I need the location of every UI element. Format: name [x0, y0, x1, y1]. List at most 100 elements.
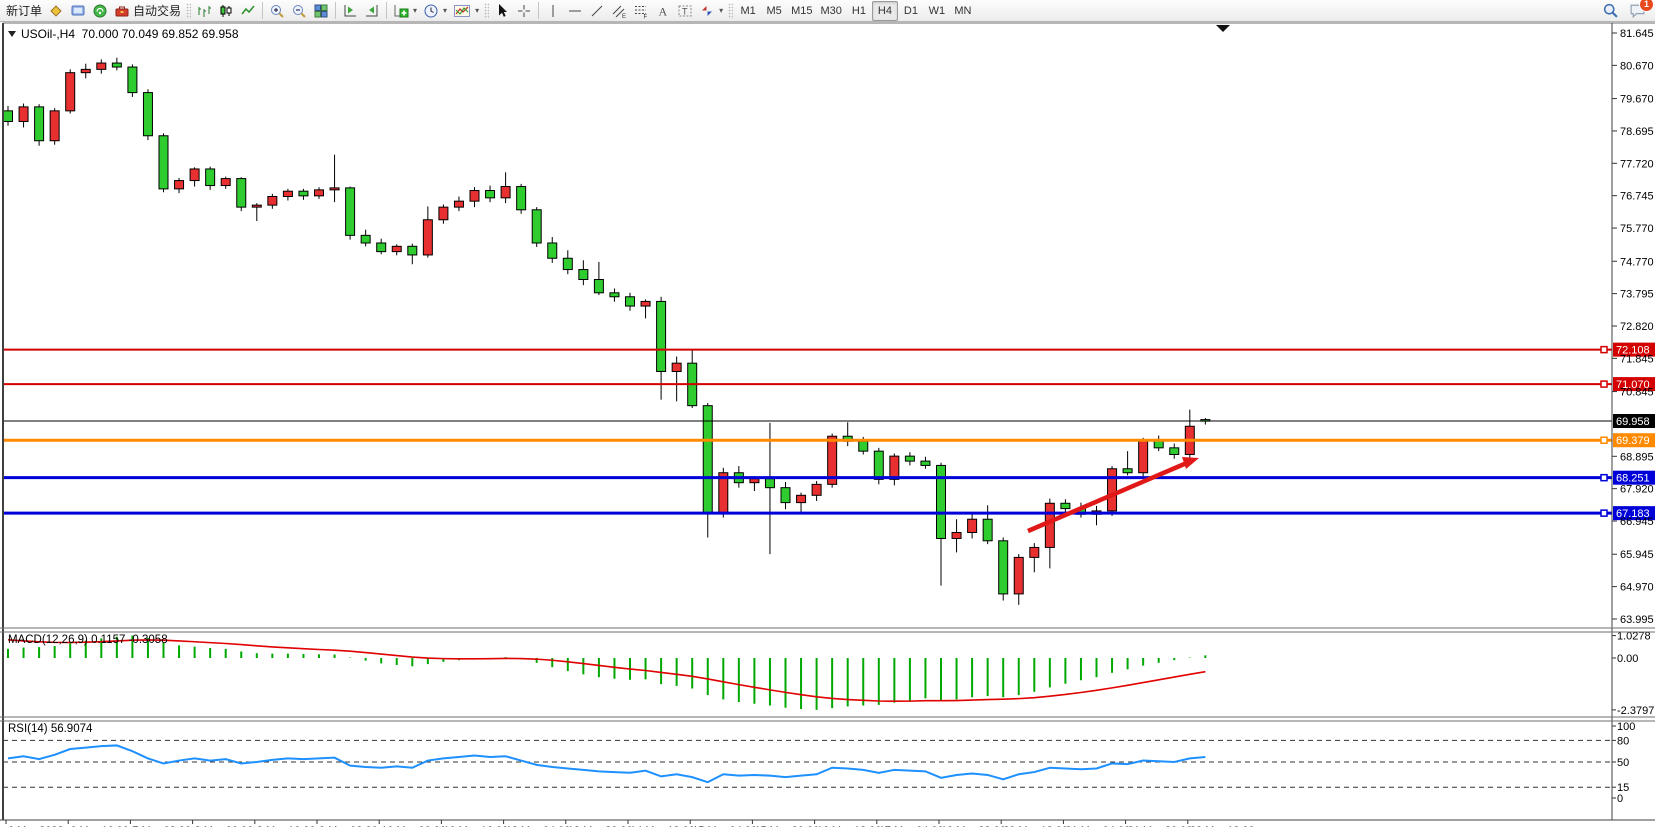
- line-endpoint-handle[interactable]: [1600, 380, 1608, 388]
- timeframe-m1[interactable]: M1: [735, 1, 761, 21]
- line-endpoint-handle[interactable]: [1600, 473, 1608, 482]
- candle-bull: [174, 180, 185, 190]
- svg-text:E: E: [622, 14, 626, 19]
- timeframe-m30[interactable]: M30: [817, 1, 846, 21]
- price-axis-label: 75.770: [1620, 223, 1654, 235]
- trendline-icon: [591, 5, 603, 16]
- signals-button[interactable]: [89, 1, 111, 21]
- time-axis-label: 21 Mar 20:00: [1128, 825, 1193, 827]
- price-axis-label: 65.945: [1620, 549, 1654, 561]
- timeframe-h1[interactable]: H1: [846, 1, 872, 21]
- period-clock-icon: [424, 4, 438, 17]
- zoom-out-button[interactable]: [288, 1, 310, 21]
- candle-bear: [485, 190, 496, 199]
- candle-bear: [904, 455, 915, 462]
- price-axis-label: 78.695: [1620, 126, 1654, 138]
- crosshair-icon: [518, 4, 531, 17]
- line-chart-button[interactable]: [237, 1, 259, 21]
- price-badge-text: 67.183: [1616, 508, 1650, 520]
- timeframe-m5[interactable]: M5: [761, 1, 787, 21]
- candle-bear: [562, 257, 573, 271]
- arrows-icon: [702, 5, 713, 16]
- timeframe-d1[interactable]: D1: [898, 1, 924, 21]
- market-button[interactable]: [45, 1, 67, 21]
- candle-bear: [142, 92, 153, 137]
- line-endpoint-handle[interactable]: [1600, 509, 1608, 517]
- price-axis-label: 74.770: [1620, 256, 1654, 268]
- arrows-button[interactable]: [696, 1, 726, 21]
- text-button[interactable]: A: [652, 1, 674, 21]
- timeframe-mn[interactable]: MN: [950, 1, 976, 21]
- indicators-button[interactable]: [450, 1, 482, 21]
- time-axis-label: 15 Mar 04:00: [692, 825, 757, 827]
- auto-trading-button[interactable]: 自动交易: [111, 1, 184, 21]
- crosshair-button[interactable]: [513, 1, 535, 21]
- price-axis-label: 73.795: [1620, 289, 1654, 301]
- chart-back-button[interactable]: [361, 1, 383, 21]
- toolbar-drag-handle[interactable]: [484, 2, 490, 19]
- time-axis-label: 15 Mar 20:00: [754, 825, 819, 827]
- candle-bear: [111, 62, 122, 68]
- time-axis-label: 22 Mar 12:00: [1190, 825, 1255, 827]
- price-axis-label: 70.845: [1620, 387, 1654, 399]
- time-axis-label: 10 Mar 16:00: [443, 825, 508, 827]
- price-badge: [1613, 506, 1655, 521]
- toolbar-drag-handle[interactable]: [186, 2, 192, 19]
- candle-bear: [625, 296, 635, 307]
- fibonacci-button[interactable]: F: [630, 1, 652, 21]
- cursor-button[interactable]: [491, 1, 513, 21]
- timeframe-h4[interactable]: H4: [871, 0, 898, 21]
- line-endpoint-handle[interactable]: [1600, 436, 1608, 444]
- indicators-icon: [454, 4, 471, 17]
- equidistant-channel-button[interactable]: E: [608, 1, 630, 21]
- candle-bear: [345, 187, 356, 236]
- chart-forward-button[interactable]: [339, 1, 361, 21]
- period-button[interactable]: [420, 1, 450, 21]
- time-axis-label: 7 Mar 08:00: [132, 825, 191, 827]
- community-button[interactable]: [67, 1, 89, 21]
- trendline-button[interactable]: [586, 1, 608, 21]
- rsi-axis-label: 80: [1617, 735, 1629, 747]
- macd-panel: 1.0278 0.00 -2.3797: [7, 631, 1654, 717]
- price-badge: [1613, 433, 1655, 448]
- timeframe-w1[interactable]: W1: [924, 1, 950, 21]
- tile-windows-button[interactable]: [310, 1, 332, 21]
- candle-bull: [329, 187, 340, 191]
- macd-indicator-label: MACD(12,26,9) 0.1157 -0.3058: [8, 634, 168, 646]
- trend-arrow-head[interactable]: [1182, 457, 1199, 469]
- zoom-in-button[interactable]: [266, 1, 288, 21]
- notification-badge[interactable]: 1: [1639, 0, 1654, 12]
- chart-shift-marker[interactable]: [1216, 25, 1230, 32]
- candle-bear: [858, 440, 869, 452]
- text-label-button[interactable]: T: [674, 1, 696, 21]
- one-click-trading-icon[interactable]: [8, 31, 16, 37]
- candle-bear: [407, 245, 418, 256]
- line-endpoint-handle[interactable]: [1600, 345, 1608, 354]
- candle-bear: [531, 209, 542, 244]
- price-badge: [1613, 377, 1655, 392]
- timeframe-m15[interactable]: M15: [787, 1, 816, 21]
- price-badge-text: 69.958: [1616, 416, 1650, 428]
- zoom-out-icon: [293, 4, 306, 18]
- candle-bear: [205, 168, 216, 187]
- new-chart-button[interactable]: [390, 1, 420, 21]
- candle-bear: [376, 242, 387, 253]
- new-order-button[interactable]: 新订单: [3, 1, 45, 21]
- auto-trading-label: 自动交易: [133, 4, 182, 18]
- price-axis-label: 81.645: [1620, 28, 1654, 40]
- search-button[interactable]: [1599, 1, 1622, 21]
- candle-bear: [1122, 468, 1133, 474]
- candle-bull: [282, 190, 293, 198]
- candle-bull: [1138, 439, 1149, 474]
- candle-bear: [3, 110, 13, 122]
- toolbar-drag-handle[interactable]: [728, 2, 734, 19]
- vertical-line-icon: [552, 4, 554, 17]
- candle-bear: [298, 190, 309, 197]
- price-axis-label: 71.845: [1620, 353, 1654, 365]
- candle-bull: [18, 106, 29, 122]
- vertical-line-button[interactable]: [542, 1, 564, 21]
- horizontal-line-button[interactable]: [564, 1, 586, 21]
- candlestick-chart-button[interactable]: [215, 1, 237, 21]
- bar-chart-button[interactable]: [193, 1, 215, 21]
- trend-arrow-line[interactable]: [1027, 459, 1190, 534]
